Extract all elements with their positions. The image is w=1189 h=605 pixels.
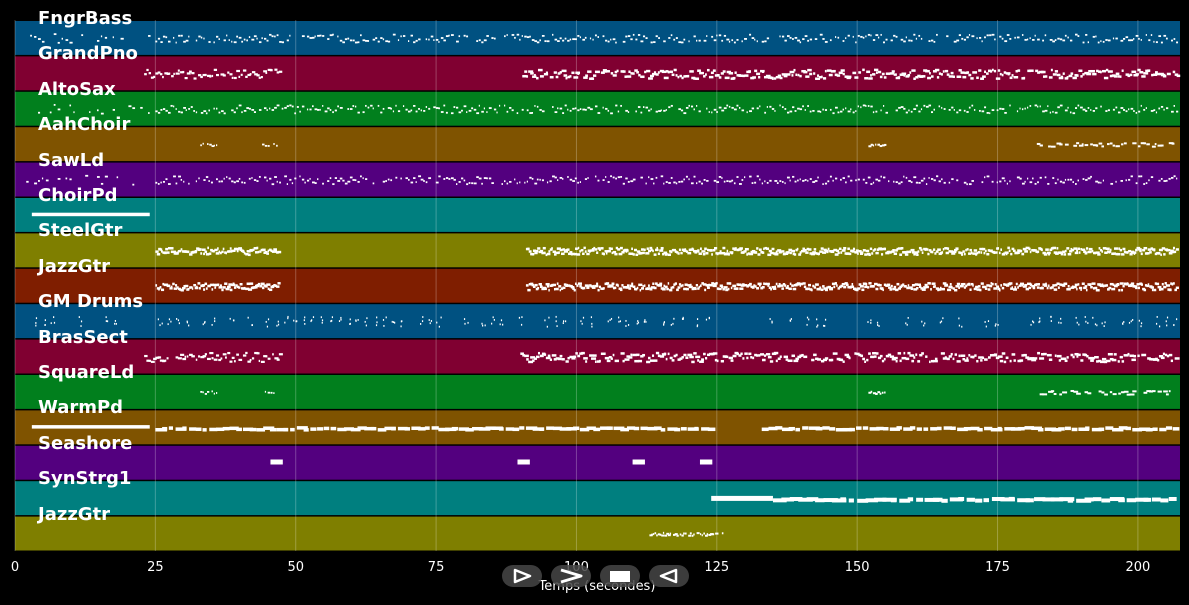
forward-button[interactable] (551, 565, 591, 587)
track-label: JazzGtr (38, 255, 111, 277)
stop-icon (610, 571, 630, 582)
x-tick-label: 150 (844, 560, 870, 575)
track-lane (15, 339, 1180, 374)
track-lane (15, 481, 1180, 516)
track-label: FngrBass (38, 8, 133, 29)
track-label: SteelGtr (38, 220, 123, 242)
track-notes (30, 33, 1179, 44)
track-lane (15, 21, 1180, 55)
track-label: AltoSax (38, 78, 116, 100)
track-lane (15, 198, 1180, 232)
play-button[interactable] (502, 565, 542, 587)
playback-controls (502, 565, 692, 587)
stop-button[interactable] (600, 565, 640, 587)
x-tick-label: 125 (704, 560, 730, 575)
track-notes (26, 174, 1178, 186)
x-tick-label: 200 (1125, 560, 1151, 575)
track-notes (200, 389, 1171, 396)
play-icon (513, 568, 532, 584)
track-lane (15, 56, 1180, 91)
track-notes (155, 246, 1179, 257)
track-lane (15, 162, 1180, 197)
x-tick-label: 175 (985, 560, 1010, 575)
track-notes (31, 212, 150, 217)
track-notes (155, 282, 1179, 292)
track-notes (38, 103, 1179, 115)
track-label: SynStrg1 (38, 468, 132, 490)
track-lane (15, 233, 1180, 268)
track-lane (15, 516, 1180, 551)
track-notes (144, 68, 1181, 80)
track-notes (711, 495, 1177, 503)
track-lane (15, 91, 1180, 126)
track-lane (15, 127, 1180, 162)
forward-icon (560, 568, 583, 584)
track-label: BrasSect (38, 326, 128, 348)
track-label: ChoirPd (38, 185, 118, 206)
track-notes (270, 459, 713, 465)
track-label: AahChoir (38, 114, 131, 136)
x-tick-label: 75 (427, 560, 445, 575)
track-label: GM Drums (38, 291, 144, 313)
track-label: SquareLd (38, 362, 135, 383)
track-notes (35, 315, 1178, 328)
track-label: WarmPd (38, 397, 124, 419)
track-notes (31, 425, 1180, 432)
rewind-icon (659, 568, 678, 584)
track-notes (649, 531, 724, 537)
x-tick-label: 50 (287, 560, 304, 575)
track-lane (15, 445, 1180, 480)
rewind-button[interactable] (649, 565, 689, 587)
track-label: GrandPno (38, 43, 138, 65)
track-lane (15, 304, 1180, 339)
x-tick-label: 25 (147, 560, 164, 575)
track-lane (15, 375, 1180, 409)
x-tick-label: 0 (10, 560, 20, 575)
track-label: JazzGtr (38, 503, 111, 525)
piano-roll (14, 20, 1181, 551)
track-label: Seashore (38, 432, 133, 454)
track-label: SawLd (38, 149, 105, 171)
track-notes (200, 142, 1175, 148)
track-notes (144, 351, 1180, 364)
